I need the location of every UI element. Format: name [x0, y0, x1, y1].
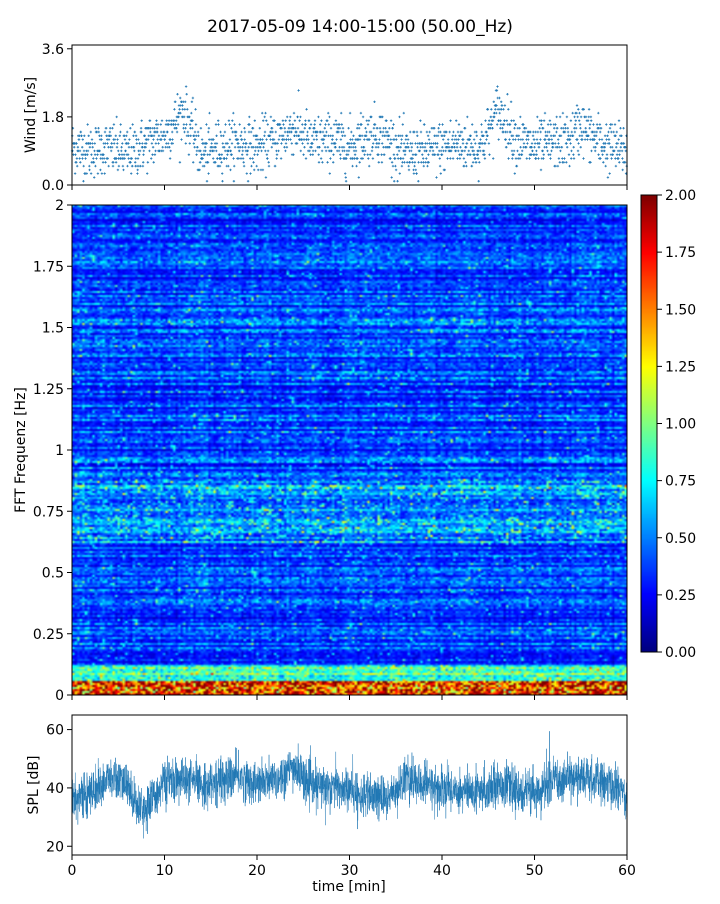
y-tick-label: 1	[55, 443, 64, 459]
y-tick-label: 0.0	[42, 178, 64, 194]
wind-x-ticks	[71, 185, 628, 190]
x-tick-label: 60	[618, 863, 636, 879]
colorbar-tick-label: 1.75	[665, 245, 696, 261]
y-tick-label: 40	[46, 781, 64, 797]
x-tick-label: 50	[526, 863, 544, 879]
y-tick-label: 3.6	[42, 42, 64, 58]
spl-line-path	[71, 730, 628, 839]
colorbar-tick-label: 0.50	[665, 531, 696, 547]
x-tick-label: 20	[248, 863, 266, 879]
spl-series	[71, 730, 628, 839]
y-tick-label: 20	[46, 839, 64, 855]
colorbar: 0.00 0.25 0.50 0.75 1.00 1.25 1.50 1.75 2.00	[640, 188, 696, 661]
colorbar-tick-label: 1.25	[665, 359, 696, 375]
colorbar-ticks: 0.00 0.25 0.50 0.75 1.00 1.25 1.50 1.75 2.00	[657, 188, 696, 661]
spectrogram-y-ticks: 0 0.25 0.5 0.75 1 1.25 1.5 1.75 2	[33, 198, 72, 704]
colorbar-tick-label: 0.00	[665, 645, 696, 661]
x-axis-label: time [min]	[312, 879, 385, 895]
y-tick-label: 0.5	[42, 566, 64, 582]
colorbar-tick-label: 2.00	[665, 188, 696, 204]
y-tick-label: 1.5	[42, 321, 64, 337]
x-tick-label: 40	[433, 863, 451, 879]
figure-title: 2017-05-09 14:00-15:00 (50.00_Hz)	[207, 17, 513, 37]
wind-y-label: Wind [m/s]	[23, 77, 39, 153]
spl-x-ticks: 0 10 20 30 40 50 60	[68, 855, 636, 879]
spl-y-label: SPL [dB]	[26, 756, 42, 815]
x-tick-label: 0	[68, 863, 77, 879]
x-tick-label: 10	[156, 863, 174, 879]
y-tick-label: 0	[55, 688, 64, 704]
y-tick-label: 0.75	[33, 504, 64, 520]
wind-panel: 0.0 1.8 3.6 Wind [m/s]	[23, 42, 628, 194]
spl-panel: 20 40 60 0 10 20 30 40 50 60 SPL [dB] time [min]	[26, 714, 636, 895]
wind-y-ticks: 0.0 1.8 3.6	[42, 42, 72, 194]
spectrogram-x-ticks	[71, 695, 628, 700]
colorbar-tick-label: 1.50	[665, 302, 696, 318]
colorbar-tick-label: 1.00	[665, 417, 696, 433]
colorbar-gradient	[641, 195, 657, 652]
spectrogram-panel: 0 0.25 0.5 0.75 1 1.25 1.5 1.75 2 FFT Frequenz […	[13, 198, 628, 704]
colorbar-tick-label: 0.75	[665, 474, 696, 490]
y-tick-label: 1.25	[33, 382, 64, 398]
y-tick-label: 1.8	[42, 110, 64, 126]
spectrogram-image	[72, 205, 627, 695]
spl-y-ticks: 20 40 60	[46, 723, 72, 855]
colorbar-tick-label: 0.25	[665, 588, 696, 604]
x-tick-label: 30	[341, 863, 359, 879]
y-tick-label: 0.25	[33, 627, 64, 643]
wind-plot-area	[72, 45, 627, 185]
y-tick-label: 1.75	[33, 259, 64, 275]
y-tick-label: 60	[46, 723, 64, 739]
spectrogram-y-label: FFT Frequenz [Hz]	[13, 387, 29, 513]
y-tick-label: 2	[55, 198, 64, 214]
